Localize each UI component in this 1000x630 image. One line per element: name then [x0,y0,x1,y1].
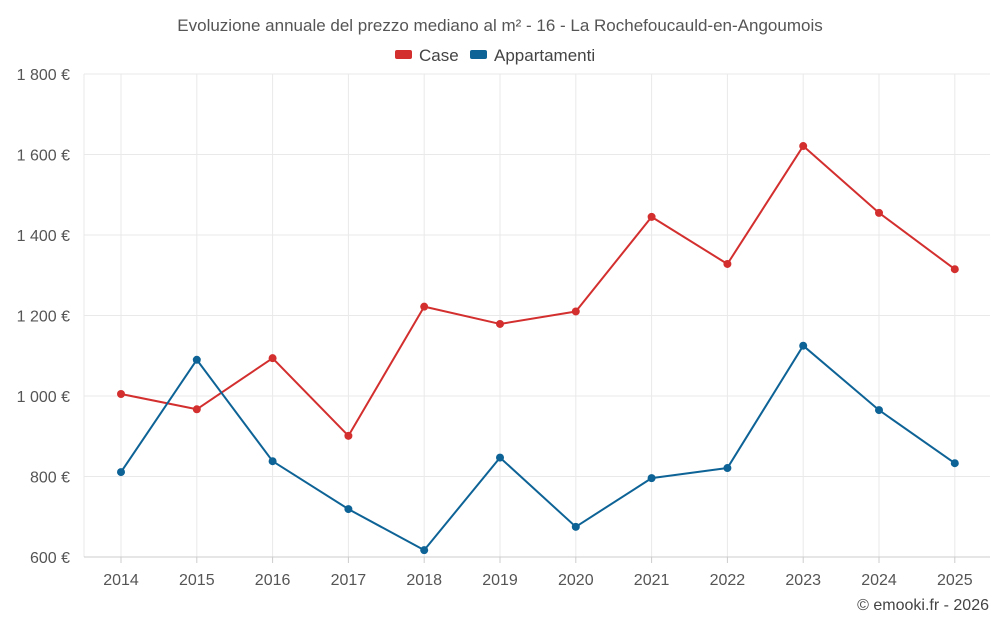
legend-swatch-appartamenti [470,50,487,59]
data-point-case[interactable] [875,208,883,217]
series-line-case [120,145,956,437]
y-tick-label: 1 200 € [17,309,70,326]
series-line-appartamenti [120,344,956,552]
data-point-appartamenti[interactable] [571,522,580,531]
y-tick-label: 800 € [30,470,70,487]
grid-layer [83,73,990,558]
legend: Case Appartamenti [395,46,595,65]
data-point-appartamenti[interactable] [647,474,656,483]
legend-item-case[interactable]: Case [395,46,459,65]
y-tick-label: 1 000 € [17,389,70,406]
x-tick-label: 2024 [861,572,897,589]
legend-item-appartamenti[interactable]: Appartamenti [470,46,595,65]
data-point-case[interactable] [268,354,277,363]
data-point-appartamenti[interactable] [420,546,429,555]
data-point-case[interactable] [344,431,353,440]
data-point-appartamenti[interactable] [496,453,504,462]
y-tick-label: 1 400 € [17,228,70,245]
data-point-appartamenti[interactable] [344,505,353,514]
x-tick-label: 2021 [634,572,670,589]
data-point-case[interactable] [192,405,201,414]
data-point-case[interactable] [496,319,504,328]
x-tick-label: 2016 [255,572,291,589]
x-tick-label: 2019 [482,572,518,589]
legend-swatch-case [395,50,412,59]
series-layer [117,142,959,555]
y-tick-label: 1 800 € [17,67,70,84]
data-point-case[interactable] [420,302,429,311]
x-tick-label: 2018 [406,572,442,589]
data-point-appartamenti[interactable] [799,341,808,350]
data-point-case[interactable] [799,142,808,151]
x-tick-label: 2017 [331,572,367,589]
data-point-appartamenti[interactable] [723,464,732,473]
y-tick-label: 1 600 € [17,148,70,165]
y-tick-label: 600 € [30,550,70,567]
x-tick-label: 2025 [937,572,973,589]
x-tick-label: 2015 [179,572,215,589]
axis-layer: 600 € 800 € 1 000 € 1 200 € 1 400 € 1 600 € 1 … [17,67,990,589]
x-tick-label: 2014 [103,572,139,589]
data-point-appartamenti[interactable] [117,468,125,477]
x-tick-label: 2022 [710,572,746,589]
data-point-case[interactable] [647,212,656,221]
data-point-case[interactable] [117,389,125,398]
legend-label-case: Case [419,46,459,65]
data-point-appartamenti[interactable] [192,355,201,364]
data-point-case[interactable] [950,265,959,274]
credit-text: © emooki.fr - 2026 [857,597,989,614]
data-point-appartamenti[interactable] [268,457,277,466]
legend-label-appartamenti: Appartamenti [494,46,595,65]
x-tick-label: 2023 [785,572,821,589]
data-point-case[interactable] [723,259,732,268]
x-tick-label: 2020 [558,572,594,589]
data-point-appartamenti[interactable] [875,406,883,415]
data-point-appartamenti[interactable] [950,459,959,468]
chart-title: Evoluzione annuale del prezzo mediano al… [177,16,822,35]
data-point-case[interactable] [571,307,580,316]
